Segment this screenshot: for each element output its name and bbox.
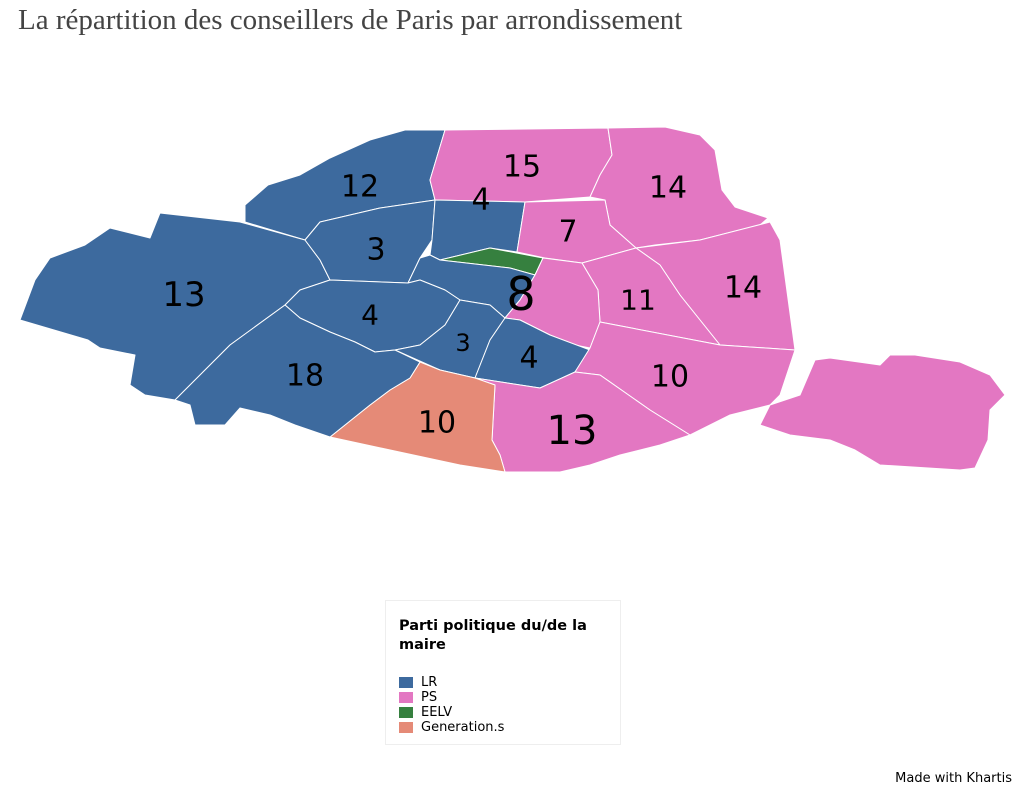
legend-title: Parti politique du/de la maire [399,618,587,653]
legend-label: EELV [421,705,453,720]
region-count-label: 13 [547,408,598,454]
legend-item-generation-s: Generation.s [399,720,607,735]
region-count-label: 4 [519,341,538,376]
region-count-label: 4 [471,183,490,218]
arrondissement-region [759,354,1006,471]
region-count-label: 8 [506,267,535,321]
region-count-label: 3 [455,329,470,357]
legend-label: PS [421,690,438,705]
region-count-label: 14 [649,171,687,206]
credit: Made with Khartis [895,771,1012,786]
arrondissement-region [174,304,421,438]
legend-label: Generation.s [421,720,505,735]
region-count-label: 11 [620,284,656,317]
region-count-label: 7 [558,215,577,250]
legend: Parti politique du/de la maire LR PS EEL… [385,600,621,745]
swatch [399,677,413,688]
region-count-label: 13 [162,275,205,315]
legend-item-eelv: EELV [399,705,607,720]
swatch [399,692,413,703]
region-count-label: 12 [341,170,379,205]
region-count-label: 10 [651,360,689,395]
swatch [399,707,413,718]
arrondissement-region [304,199,436,284]
map-title: La répartition des conseillers de Paris … [18,4,683,36]
legend-item-lr: LR [399,675,607,690]
legend-label: LR [421,675,438,690]
region-count-label: 18 [286,359,324,394]
legend-item-ps: PS [399,690,607,705]
region-count-label: 3 [366,233,385,268]
swatch [399,722,413,733]
region-count-label: 10 [418,406,456,441]
region-count-label: 4 [361,299,379,332]
region-count-label: 15 [503,150,541,185]
region-count-label: 14 [724,271,762,306]
